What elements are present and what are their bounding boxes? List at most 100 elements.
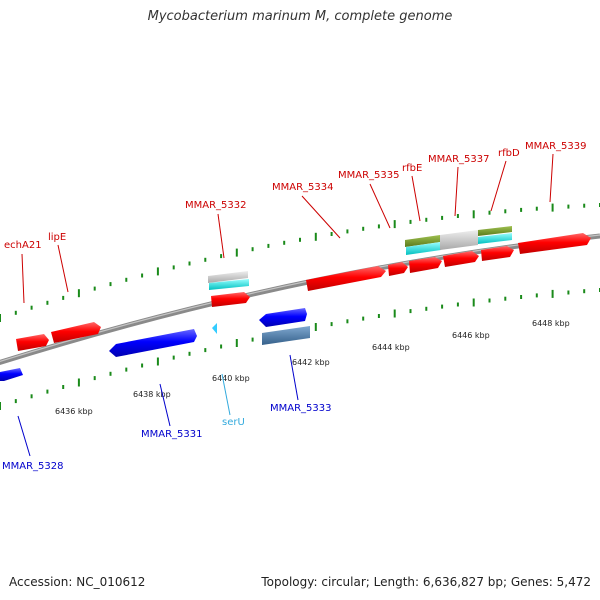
reverse-leader-lines: [17, 354, 299, 457]
minor-tick: [172, 355, 175, 360]
gene-MMAR_5328[interactable]: [0, 368, 23, 381]
minor-tick: [456, 214, 459, 218]
minor-tick: [504, 296, 507, 301]
minor-tick: [425, 306, 428, 311]
scale-label-6436: 6436 kbp: [55, 407, 93, 416]
major-tick: [77, 289, 80, 298]
minor-tick: [346, 319, 349, 324]
feature-5333-steel[interactable]: [262, 326, 310, 345]
minor-tick: [188, 261, 191, 266]
forward-leader-lines: [21, 153, 554, 304]
minor-tick: [125, 277, 128, 282]
label-MMAR_5337[interactable]: MMAR_5337: [428, 154, 490, 165]
scale-label-6448: 6448 kbp: [532, 319, 570, 328]
gene-echA21[interactable]: [16, 334, 49, 351]
label-lipE[interactable]: lipE: [48, 232, 66, 243]
minor-tick: [62, 295, 65, 300]
minor-tick: [567, 204, 570, 209]
minor-tick: [30, 305, 33, 310]
minor-tick: [520, 295, 523, 299]
feature-rfbD-olive[interactable]: [478, 226, 512, 236]
minor-tick: [93, 286, 96, 291]
scale-label-6446: 6446 kbp: [452, 331, 490, 340]
gene-rfbE[interactable]: [409, 257, 442, 273]
scale-label-6442: 6442 kbp: [292, 358, 330, 367]
scale-label-6438: 6438 kbp: [133, 390, 171, 399]
trna-serU[interactable]: [212, 323, 217, 334]
label-MMAR_5331[interactable]: MMAR_5331: [141, 429, 203, 440]
major-tick: [393, 309, 396, 318]
gene-MMAR_5333[interactable]: [259, 308, 307, 327]
minor-tick: [251, 337, 254, 342]
forward-gene-labels: echA21 lipE MMAR_5332 MMAR_5334 MMAR_533…: [4, 141, 587, 251]
minor-tick: [409, 309, 412, 314]
major-tick: [235, 248, 238, 257]
feature-rfbD-cyan[interactable]: [478, 233, 512, 244]
minor-tick: [441, 215, 444, 220]
major-tick: [156, 357, 159, 366]
minor-tick: [251, 247, 254, 252]
major-tick: [314, 232, 317, 241]
feature-5332-cyan[interactable]: [209, 279, 249, 290]
feature-5337-grey[interactable]: [440, 230, 478, 250]
lower-tick-row: [0, 288, 600, 410]
genome-backbone: [0, 233, 600, 366]
minor-tick: [346, 229, 349, 234]
major-tick: [551, 289, 554, 298]
label-MMAR_5328[interactable]: MMAR_5328: [2, 461, 64, 472]
label-rfbD[interactable]: rfbD: [498, 148, 520, 159]
minor-tick: [141, 273, 144, 278]
minor-tick: [456, 302, 459, 307]
minor-tick: [220, 254, 223, 259]
minor-tick: [62, 385, 65, 389]
feature-rfbE-cyan[interactable]: [406, 242, 441, 255]
minor-tick: [362, 316, 365, 321]
minor-tick: [220, 344, 223, 349]
label-MMAR_5333[interactable]: MMAR_5333: [270, 403, 332, 414]
gene-MMAR_5332[interactable]: [211, 292, 250, 307]
gene-lipE[interactable]: [51, 322, 101, 343]
reverse-features: [0, 308, 310, 381]
label-rfbE[interactable]: rfbE: [402, 163, 422, 174]
gene-MMAR_5331[interactable]: [109, 329, 197, 357]
minor-tick: [425, 217, 428, 222]
scale-label-6444: 6444 kbp: [372, 343, 410, 352]
upper-tick-row: [0, 203, 600, 322]
major-tick: [393, 220, 396, 229]
minor-tick: [520, 207, 523, 212]
minor-tick: [267, 243, 270, 248]
minor-tick: [583, 203, 586, 208]
major-tick: [0, 402, 1, 410]
feature-5332-grey[interactable]: [208, 271, 248, 283]
gene-MMAR_5334[interactable]: [306, 266, 386, 291]
minor-tick: [299, 237, 301, 242]
major-tick: [235, 339, 238, 347]
minor-tick: [188, 351, 191, 356]
major-tick: [314, 323, 317, 331]
minor-tick: [488, 298, 491, 303]
minor-tick: [377, 314, 380, 318]
minor-tick: [14, 310, 17, 315]
feature-rfbE-olive[interactable]: [405, 235, 440, 247]
label-echA21[interactable]: echA21: [4, 240, 42, 251]
major-tick: [472, 298, 475, 307]
label-MMAR_5339[interactable]: MMAR_5339: [525, 141, 587, 152]
gene-MMAR_5339[interactable]: [518, 233, 591, 254]
minor-tick: [330, 232, 333, 236]
minor-tick: [93, 376, 96, 381]
gene-MMAR_5335[interactable]: [388, 262, 408, 276]
label-MMAR_5335[interactable]: MMAR_5335: [338, 170, 400, 181]
major-tick: [156, 267, 159, 276]
label-MMAR_5334[interactable]: MMAR_5334: [272, 182, 334, 193]
minor-tick: [141, 363, 144, 368]
minor-tick: [46, 389, 49, 394]
gene-MMAR_5337[interactable]: [443, 251, 479, 267]
label-MMAR_5332[interactable]: MMAR_5332: [185, 200, 247, 211]
label-serU[interactable]: serU: [222, 417, 245, 428]
minor-tick: [441, 304, 444, 309]
minor-tick: [504, 209, 507, 214]
gene-rfbD[interactable]: [481, 246, 514, 261]
minor-tick: [30, 394, 33, 399]
scale-label-6440: 6440 kbp: [212, 374, 250, 383]
